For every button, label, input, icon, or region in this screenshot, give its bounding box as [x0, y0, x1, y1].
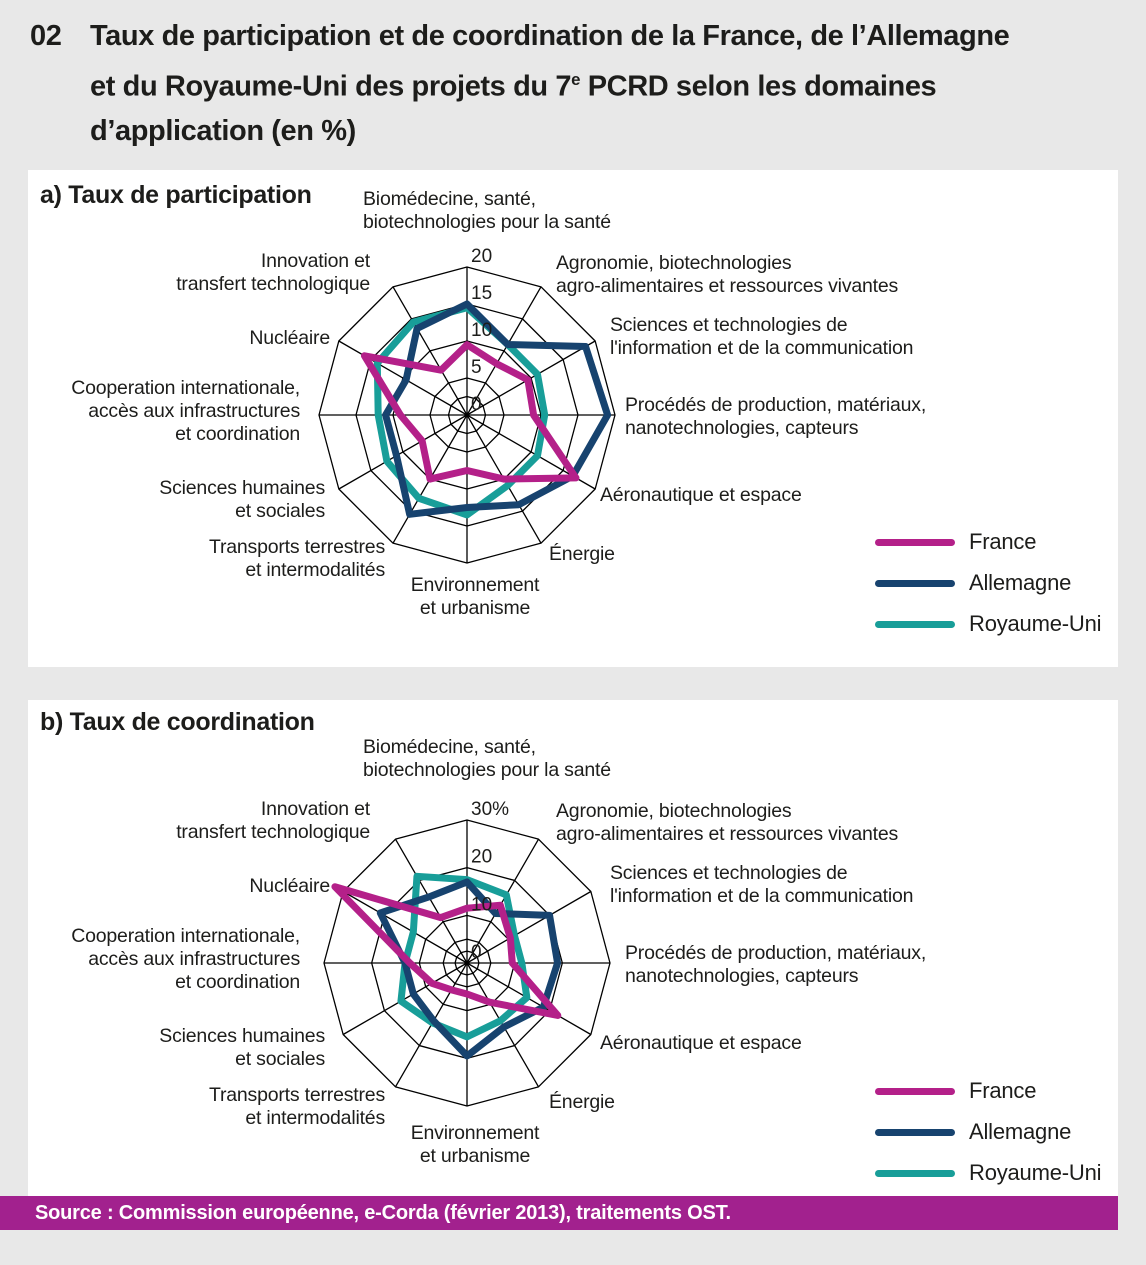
axis-label-b-5: Aéronautique et espace — [600, 1032, 802, 1054]
axis-label-b-11: Nucléaire — [249, 875, 330, 897]
tick-label-b-20: 20 — [471, 847, 492, 868]
axis-label-a-9: Sciences humaines et sociales — [159, 477, 325, 522]
legend-a: France Allemagne Royaume-Uni — [875, 528, 1115, 651]
axis-label-a-3: Sciences et technologies de l'informatio… — [610, 314, 914, 359]
axis-label-a-2: Agronomie, biotechnologies agro-alimenta… — [556, 252, 899, 297]
series-line-france — [360, 341, 580, 483]
axis-label-a-6: Énergie — [549, 543, 615, 565]
figure-title-line2: et du Royaume-Uni des projets du 7e PCRD… — [90, 70, 937, 103]
tick-label-a-5: 5 — [471, 357, 482, 378]
grid-spoke — [394, 838, 468, 964]
grid-spoke — [466, 340, 596, 416]
axis-label-b-2: Agronomie, biotechnologies agro-alimenta… — [556, 800, 899, 845]
axis-label-b-1: Biomédecine, santé, biotechnologies pour… — [363, 736, 611, 781]
radar-chart-a: 0 5 10 15 20 — [318, 246, 616, 564]
grid-spoke — [466, 838, 540, 964]
axis-label-a-4: Procédés de production, matériaux, nanot… — [625, 394, 927, 439]
axis-label-a-1: Biomédecine, santé, biotechnologies pour… — [363, 188, 611, 233]
tick-label-a-10: 10 — [471, 320, 492, 341]
axis-label-b-7: Environnement et urbanisme — [410, 1122, 540, 1167]
axis-label-b-3: Sciences et technologies de l'informatio… — [610, 862, 914, 907]
figure-title-line3: d’application (en %) — [90, 114, 356, 147]
grid-spoke — [338, 414, 468, 490]
axis-label-b-10: Cooperation internationale, accès aux in… — [71, 925, 300, 993]
legend-item-allemagne: Allemagne — [875, 569, 1115, 597]
legend-swatch-allemagne — [875, 1128, 955, 1136]
radar-chart-b: 0 10 20 30% — [323, 799, 611, 1107]
grid-spoke — [392, 286, 468, 416]
series-line-royaume-uni — [373, 304, 549, 519]
figure-title-line1: Taux de participation et de coordination… — [90, 20, 1010, 52]
legend-swatch-france — [875, 538, 955, 546]
tick-label-b-30%: 30% — [471, 799, 509, 820]
chart-b-title: b) Taux de coordination — [40, 708, 315, 736]
legend-swatch-royaume-uni — [875, 620, 955, 628]
legend-b: France Allemagne Royaume-Uni — [875, 1077, 1115, 1200]
source-bar: Source : Commission européenne, e-Corda … — [0, 1196, 1118, 1230]
axis-label-b-6: Énergie — [549, 1091, 615, 1113]
series-line-allemagne — [376, 878, 562, 1060]
tick-label-a-0: 0 — [471, 394, 482, 415]
tick-label-a-15: 15 — [471, 283, 492, 304]
tick-label-b-0: 0 — [471, 942, 482, 963]
legend-swatch-allemagne — [875, 579, 955, 587]
figure-number: 02 — [30, 20, 62, 52]
series-line-allemagne — [382, 300, 612, 518]
chart-a-title: a) Taux de participation — [40, 181, 312, 209]
source-text: Source : Commission européenne, e-Corda … — [35, 1202, 731, 1224]
axis-label-b-9: Sciences humaines et sociales — [159, 1025, 325, 1070]
page-title: 02 Taux de participation et de coordinat… — [30, 14, 1116, 153]
axis-label-b-12: Innovation et transfert technologique — [176, 798, 370, 843]
legend-swatch-royaume-uni — [875, 1169, 955, 1177]
legend-item-allemagne: Allemagne — [875, 1118, 1115, 1146]
tick-label-b-10: 10 — [471, 894, 492, 915]
legend-item-france: France — [875, 1077, 1115, 1105]
grid-spoke — [466, 890, 592, 964]
axis-label-a-7: Environnement et urbanisme — [410, 574, 540, 619]
legend-item-royaume-uni: Royaume-Uni — [875, 1159, 1115, 1187]
figure-title: Taux de participation et de coordination… — [90, 14, 1010, 153]
legend-item-france: France — [875, 528, 1115, 556]
axis-label-a-5: Aéronautique et espace — [600, 484, 802, 506]
axis-label-a-8: Transports terrestres et intermodalités — [208, 536, 385, 581]
axis-label-b-8: Transports terrestres et intermodalités — [208, 1084, 385, 1129]
grid-spoke — [342, 890, 468, 964]
axis-label-a-12: Innovation et transfert technologique — [176, 250, 370, 295]
axis-label-a-10: Cooperation internationale, accès aux in… — [71, 377, 300, 445]
series-line-france — [331, 883, 562, 1019]
tick-label-a-20: 20 — [471, 246, 492, 267]
axis-label-a-11: Nucléaire — [249, 327, 330, 349]
panel-coordination — [28, 700, 1118, 1196]
grid-spoke — [466, 286, 542, 416]
grid-spoke — [338, 340, 468, 416]
legend-item-royaume-uni: Royaume-Uni — [875, 610, 1115, 638]
legend-swatch-france — [875, 1087, 955, 1095]
grid-spoke — [342, 962, 468, 1036]
series-line-royaume-uni — [397, 872, 531, 1041]
axis-label-b-4: Procédés de production, matériaux, nanot… — [625, 942, 927, 987]
